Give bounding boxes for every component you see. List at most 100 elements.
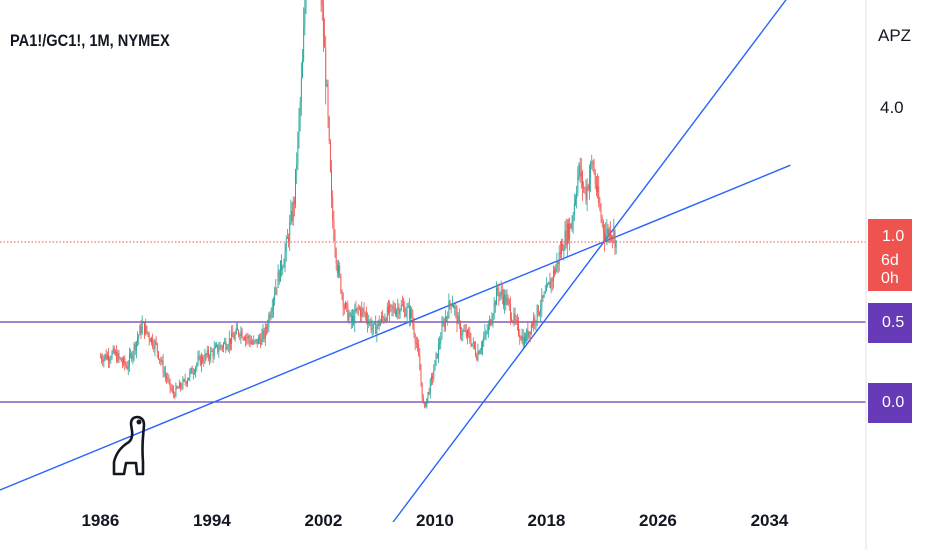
candle-body: [558, 252, 560, 264]
candle-body: [462, 330, 464, 335]
candle-body: [339, 265, 341, 275]
candle-body: [398, 307, 400, 315]
candle-body: [604, 231, 605, 240]
candle-body: [160, 359, 162, 362]
candle-body: [397, 307, 399, 311]
candle-body: [507, 297, 509, 301]
time-tick-label: 2018: [528, 511, 566, 530]
candle-body: [386, 306, 388, 321]
candle-body: [470, 339, 472, 346]
symbol-title[interactable]: PA1!/GC1!, 1M, NYMEX: [10, 31, 170, 50]
candle-body: [282, 267, 284, 270]
candle-body: [327, 84, 329, 118]
candle-body: [276, 287, 278, 289]
candle-body: [453, 304, 454, 309]
candle-body: [362, 308, 364, 310]
time-tick-label: 1994: [193, 511, 231, 530]
candle-body: [234, 333, 236, 340]
candle-body: [439, 343, 441, 345]
scale-mode-label[interactable]: APZ: [878, 26, 912, 45]
candle-body: [144, 322, 145, 335]
candle-body: [231, 332, 233, 344]
candle-body: [298, 117, 300, 135]
candle-body: [226, 348, 228, 350]
dinosaur-icon: [112, 415, 146, 476]
candle-body: [279, 260, 281, 282]
candle-body: [586, 186, 588, 200]
candle-body: [331, 171, 332, 198]
candle-body: [213, 348, 215, 357]
candle-body: [262, 330, 264, 335]
candle-body: [559, 252, 561, 255]
candle-body: [134, 344, 136, 351]
candle-body: [527, 329, 529, 338]
candle-body: [163, 372, 165, 374]
candle-body: [325, 47, 327, 87]
candle-body: [166, 375, 168, 380]
candle-body: [351, 316, 353, 322]
candle-body: [600, 209, 602, 219]
candle-body: [197, 357, 199, 364]
candle-body: [131, 353, 133, 360]
candle-body: [597, 186, 599, 192]
candle-body: [372, 323, 374, 328]
trendline[interactable]: [392, 0, 790, 523]
candle-body: [599, 203, 601, 210]
candle-body: [612, 236, 614, 238]
candle-body: [135, 341, 137, 351]
candle-body: [376, 326, 378, 334]
candle-body: [551, 278, 553, 281]
bar-countdown: 6d 0h: [881, 252, 899, 287]
trendline[interactable]: [0, 164, 791, 491]
candle-body: [393, 307, 395, 312]
candle-body: [467, 330, 468, 337]
candle-body: [290, 211, 292, 223]
candle-body: [554, 270, 556, 274]
candle-body: [461, 334, 463, 336]
candle-body: [256, 339, 258, 345]
candle-body: [541, 295, 543, 309]
candle-body: [521, 335, 523, 341]
trendlines[interactable]: [0, 0, 791, 523]
time-axis[interactable]: 1986 1994 2002 2010 2018 2026 2034: [81, 511, 788, 530]
horizontal-levels[interactable]: [0, 321, 866, 403]
candle-body: [104, 354, 106, 358]
candle-body: [164, 372, 166, 376]
candle-body: [529, 331, 531, 334]
candle-body: [490, 319, 492, 325]
candle-body: [485, 332, 487, 333]
candle-body: [569, 223, 571, 240]
candle-body: [456, 309, 458, 325]
candle-body: [343, 307, 345, 309]
candle-body: [243, 338, 245, 340]
candle-body: [175, 386, 177, 397]
candle-body: [539, 312, 540, 315]
candle-body: [400, 304, 402, 310]
candle-body: [375, 322, 377, 334]
candle-body: [263, 330, 265, 339]
candle-body: [506, 297, 508, 305]
candlestick-series[interactable]: [99, 0, 617, 409]
candle-body: [162, 360, 164, 373]
candle-body: [120, 358, 122, 362]
candle-body: [252, 342, 253, 344]
candle-body: [236, 328, 238, 331]
candle-body: [358, 308, 360, 309]
candle-body: [513, 313, 515, 322]
last-price-value: 1.0: [882, 228, 905, 245]
candle-body: [579, 164, 581, 178]
candle-body: [614, 230, 616, 248]
candle-body: [139, 326, 141, 336]
candle-body: [285, 238, 287, 252]
candle-body: [335, 249, 337, 264]
candle-body: [523, 337, 525, 346]
candle-body: [206, 350, 208, 356]
candle-body: [153, 345, 155, 349]
candle-body: [102, 359, 104, 362]
candle-body: [435, 353, 437, 361]
candle-body: [338, 265, 339, 273]
candle-body: [334, 239, 336, 250]
candle-body: [240, 330, 242, 337]
